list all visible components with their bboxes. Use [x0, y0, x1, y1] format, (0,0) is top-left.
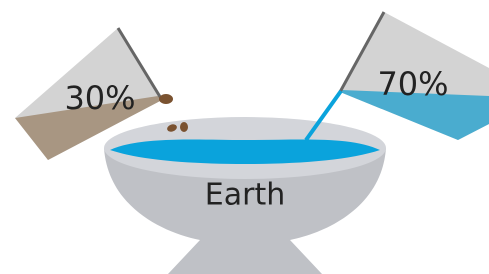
drop [180, 122, 188, 132]
bowl-label: Earth [205, 178, 285, 213]
right-label: 70% [377, 65, 448, 103]
drop [159, 94, 173, 104]
left-label: 30% [64, 79, 135, 117]
diagram: Earth 30% 70% [0, 0, 489, 274]
